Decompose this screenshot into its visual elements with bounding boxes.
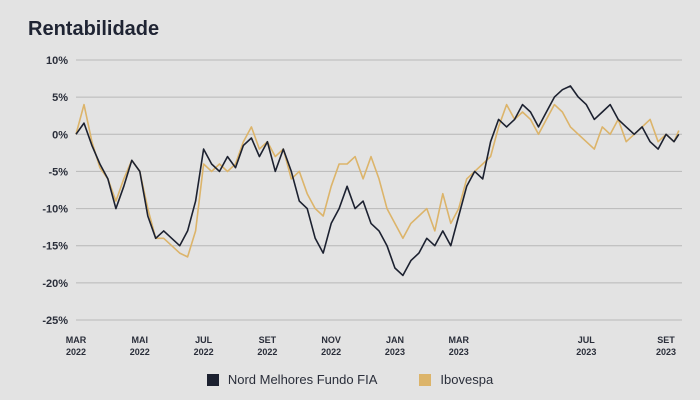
y-tick-label: 5% (52, 92, 68, 104)
page-title: Rentabilidade (28, 18, 160, 40)
x-tick-month: MAR (66, 335, 87, 345)
x-tick-year: 2023 (449, 347, 469, 357)
x-tick-month: JUL (578, 335, 596, 345)
y-tick-label: -25% (42, 315, 68, 327)
chart-svg: 10% 5% 0% -5% -10% -15% -20% -25% MAR 2022 MAI 2022… (42, 55, 682, 357)
x-tick-year: 2023 (656, 347, 676, 357)
legend-item-ibovespa[interactable]: Ibovespa (419, 372, 493, 387)
series-line-ibovespa (75, 103, 680, 258)
x-tick-month: JUL (195, 335, 213, 345)
legend-swatch-ibovespa (419, 373, 432, 386)
x-tick-month: SET (657, 335, 675, 345)
chart-legend: Nord Melhores Fundo FIA Ibovespa (0, 372, 700, 387)
x-tick-month: SET (259, 335, 277, 345)
y-tick-label: -10% (42, 204, 68, 216)
y-tick-label: 10% (46, 55, 68, 67)
x-tick-year: 2022 (130, 347, 150, 357)
x-tick-year: 2022 (321, 347, 341, 357)
y-tick-label: 0% (52, 129, 68, 141)
x-tick-month: JAN (386, 335, 404, 345)
legend-label-nord: Nord Melhores Fundo FIA (227, 372, 378, 387)
legend-swatch-nord (206, 373, 219, 386)
x-tick-year: 2022 (257, 347, 277, 357)
legend-item-nord[interactable]: Nord Melhores Fundo FIA (206, 372, 378, 387)
x-tick-year: 2022 (66, 347, 86, 357)
chart-axes: 10% 5% 0% -5% -10% -15% -20% -25% MAR 2022 MAI 2022… (42, 55, 676, 357)
y-tick-label: -20% (42, 278, 68, 290)
chart-grid (76, 59, 682, 321)
chart-series (75, 85, 680, 277)
x-tick-month: MAR (448, 335, 469, 345)
x-tick-year: 2022 (194, 347, 214, 357)
y-tick-label: -5% (48, 166, 68, 178)
x-tick-month: NOV (321, 335, 341, 345)
y-tick-label: -15% (42, 241, 68, 253)
series-line-nord (75, 85, 680, 277)
x-tick-year: 2023 (576, 347, 596, 357)
x-tick-year: 2023 (385, 347, 405, 357)
legend-label-ibovespa: Ibovespa (440, 372, 494, 387)
x-tick-month: MAI (132, 335, 149, 345)
